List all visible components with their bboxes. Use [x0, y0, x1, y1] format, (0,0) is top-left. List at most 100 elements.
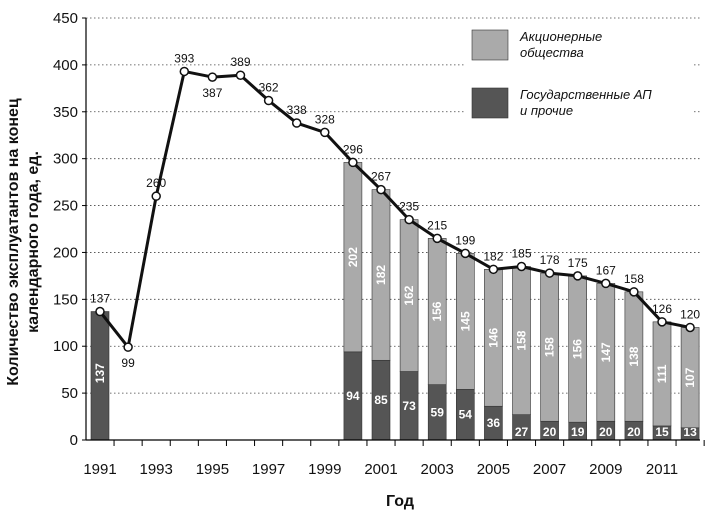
total-point-label: 338 — [287, 103, 307, 117]
axis-titles: Год Количество эксплуатантов на конец ка… — [5, 98, 414, 510]
total-point — [572, 271, 583, 281]
total-point — [291, 118, 302, 128]
bar-label-jsc: 146 — [486, 327, 500, 347]
bar-label-jsc: 107 — [683, 367, 697, 387]
bar-label-jsc: 156 — [571, 339, 585, 359]
y-tick-label: 400 — [53, 57, 78, 74]
bar-label-jsc: 138 — [627, 346, 641, 366]
y-axis-title-line-2: календарного года, ед. — [25, 151, 42, 333]
axes: 0 50 100 150 200 250 300 350 400 450 1991 1993 1995 1… — [53, 10, 705, 478]
bar-label-jsc: 111 — [655, 364, 669, 383]
total-point-label: 362 — [259, 81, 279, 95]
y-tick-label: 50 — [61, 385, 78, 402]
bar-label-gov: 36 — [487, 416, 501, 430]
y-axis-title-line-1: Количество эксплуатантов на конец — [5, 98, 22, 386]
bar-label-gov: 59 — [431, 405, 445, 419]
bar-label-gov: 13 — [683, 425, 697, 439]
total-point-label: 215 — [427, 218, 447, 232]
total-point — [95, 306, 105, 317]
total-point — [516, 261, 527, 272]
y-tick-label: 450 — [53, 10, 78, 27]
bar-label-gov: 137 — [93, 363, 107, 383]
bar-label-gov: 94 — [346, 389, 360, 403]
total-point — [685, 322, 695, 333]
y-tick-label: 350 — [53, 104, 78, 121]
total-point-label: 185 — [511, 247, 531, 261]
bar-label-jsc: 147 — [599, 342, 613, 362]
total-point-label: 199 — [455, 233, 475, 247]
x-tick-label: 2003 — [421, 461, 454, 478]
total-point — [376, 184, 386, 195]
total-point — [151, 191, 161, 201]
y-tick-label: 200 — [53, 244, 78, 261]
total-point — [404, 214, 414, 225]
total-line-path — [98, 69, 691, 349]
legend-label-line-2: и прочие — [520, 103, 573, 118]
total-point-label: 389 — [230, 55, 250, 69]
bar-label-gov: 20 — [599, 425, 613, 439]
total-point-label: 178 — [540, 253, 560, 267]
y-tick-label: 150 — [53, 291, 78, 308]
bar-label-gov: 54 — [459, 408, 473, 422]
x-tick-label: 2001 — [364, 461, 397, 478]
bar-label-gov: 20 — [543, 425, 557, 439]
y-tick-label: 100 — [53, 338, 78, 355]
y-tick-label: 0 — [70, 432, 78, 449]
total-point-label: 235 — [399, 200, 419, 214]
total-point-label: 126 — [652, 302, 672, 316]
total-point-label: 260 — [146, 176, 166, 190]
x-tick-label: 2009 — [589, 461, 622, 478]
bar-label-jsc: 182 — [374, 265, 388, 285]
total-point — [235, 70, 246, 80]
total-point — [460, 248, 471, 259]
bars: 137 94 202 85 182 73 162 59 156 54 145 36 146 27 158 20… — [90, 162, 700, 441]
total-point-label: 120 — [680, 307, 700, 321]
x-tick-label: 1999 — [308, 461, 341, 478]
total-point-label: 387 — [202, 86, 222, 100]
total-point-label: 175 — [568, 256, 588, 270]
total-point — [657, 317, 667, 327]
bar-label-jsc: 162 — [402, 285, 416, 305]
total-point — [544, 268, 555, 278]
x-tick-label: 1993 — [140, 461, 173, 478]
legend-label-line-2: общества — [520, 45, 584, 60]
y-tick-label: 300 — [53, 151, 78, 168]
x-tick-label: 2005 — [477, 461, 510, 478]
x-tick-label: 1995 — [196, 461, 229, 478]
x-tick-label: 1997 — [252, 461, 285, 478]
total-point-label: 158 — [624, 272, 644, 286]
total-point-label: 328 — [315, 112, 335, 126]
total-point-label: 296 — [343, 142, 363, 156]
bar-label-gov: 27 — [515, 425, 529, 439]
legend-swatch — [471, 87, 509, 119]
total-point-label: 99 — [121, 356, 135, 370]
y-tick-label: 250 — [53, 198, 78, 215]
bar-label-jsc: 158 — [515, 330, 529, 350]
total-line: 137 99 260 393 387 389 362 338 328 296 267 235 215 19… — [90, 51, 700, 370]
total-point-label: 267 — [371, 170, 391, 184]
legend-label-line-1: Акционерные — [519, 29, 602, 44]
x-tick-label: 1991 — [83, 461, 116, 478]
x-axis-title: Год — [386, 493, 414, 510]
total-point — [320, 127, 330, 138]
total-point-label: 393 — [174, 51, 194, 65]
bar-label-gov: 73 — [402, 399, 416, 413]
bar-label-gov: 85 — [374, 393, 388, 407]
total-point — [348, 157, 358, 168]
total-point — [179, 66, 190, 77]
bar-label-gov: 19 — [571, 425, 585, 439]
total-point-label: 137 — [90, 292, 110, 306]
total-point — [263, 95, 274, 106]
total-point — [601, 278, 611, 289]
total-point — [432, 233, 442, 244]
bar-label-gov: 15 — [655, 425, 669, 439]
x-tick-label: 2011 — [646, 461, 678, 478]
total-point — [629, 287, 639, 297]
total-point — [207, 72, 218, 82]
x-tick-label: 2007 — [533, 461, 566, 478]
bar-label-jsc: 145 — [458, 311, 472, 331]
bar-label-jsc: 202 — [346, 247, 360, 267]
bar-label-jsc: 158 — [543, 337, 557, 357]
